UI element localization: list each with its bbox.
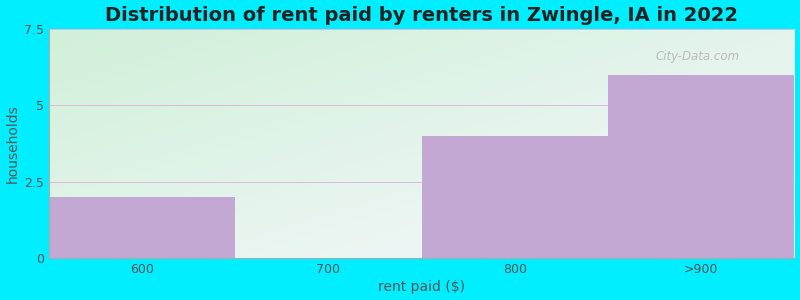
Title: Distribution of rent paid by renters in Zwingle, IA in 2022: Distribution of rent paid by renters in … xyxy=(105,6,738,25)
Bar xyxy=(608,75,794,258)
X-axis label: rent paid ($): rent paid ($) xyxy=(378,280,465,294)
Y-axis label: households: households xyxy=(6,104,19,183)
Bar xyxy=(49,197,235,258)
Bar xyxy=(422,136,608,258)
Text: City-Data.com: City-Data.com xyxy=(655,50,739,63)
